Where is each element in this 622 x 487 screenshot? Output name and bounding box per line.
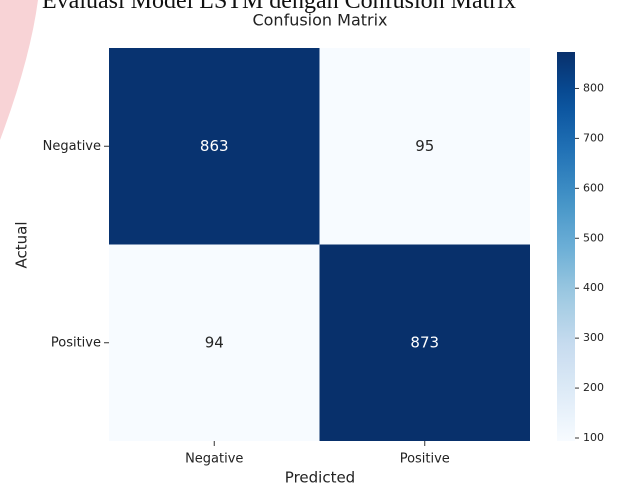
caption: Evaluasi Model LSTM dengan Confusion Mat… xyxy=(42,0,516,14)
chart-title: Confusion Matrix xyxy=(252,11,387,30)
logo-fragment xyxy=(0,0,38,140)
cell-label: 873 xyxy=(410,333,439,351)
heatmap-cell xyxy=(109,48,320,245)
cell-label: 863 xyxy=(200,137,229,155)
heatmap-cell xyxy=(109,244,320,441)
colorbar-tick-label: 600 xyxy=(583,181,604,194)
x-tick-label: Positive xyxy=(400,452,450,467)
x-tick-label: Negative xyxy=(185,452,243,467)
colorbar-tick-label: 300 xyxy=(583,331,604,344)
colorbar-tick-label: 500 xyxy=(583,231,604,244)
x-axis-label: Predicted xyxy=(285,469,355,487)
heatmap-cell xyxy=(319,244,530,441)
colorbar xyxy=(557,52,575,441)
cell-label: 95 xyxy=(415,137,434,155)
y-tick-label: Positive xyxy=(51,335,101,350)
cell-label: 94 xyxy=(205,333,224,351)
heatmap-cell xyxy=(319,48,530,245)
y-axis-label: Actual xyxy=(13,222,31,269)
colorbar-tick-label: 200 xyxy=(583,381,604,394)
y-tick-label: Negative xyxy=(43,139,101,154)
colorbar-tick-label: 400 xyxy=(583,281,604,294)
colorbar-tick-label: 800 xyxy=(583,81,604,94)
colorbar-tick-label: 100 xyxy=(583,431,604,444)
colorbar-tick-label: 700 xyxy=(583,131,604,144)
